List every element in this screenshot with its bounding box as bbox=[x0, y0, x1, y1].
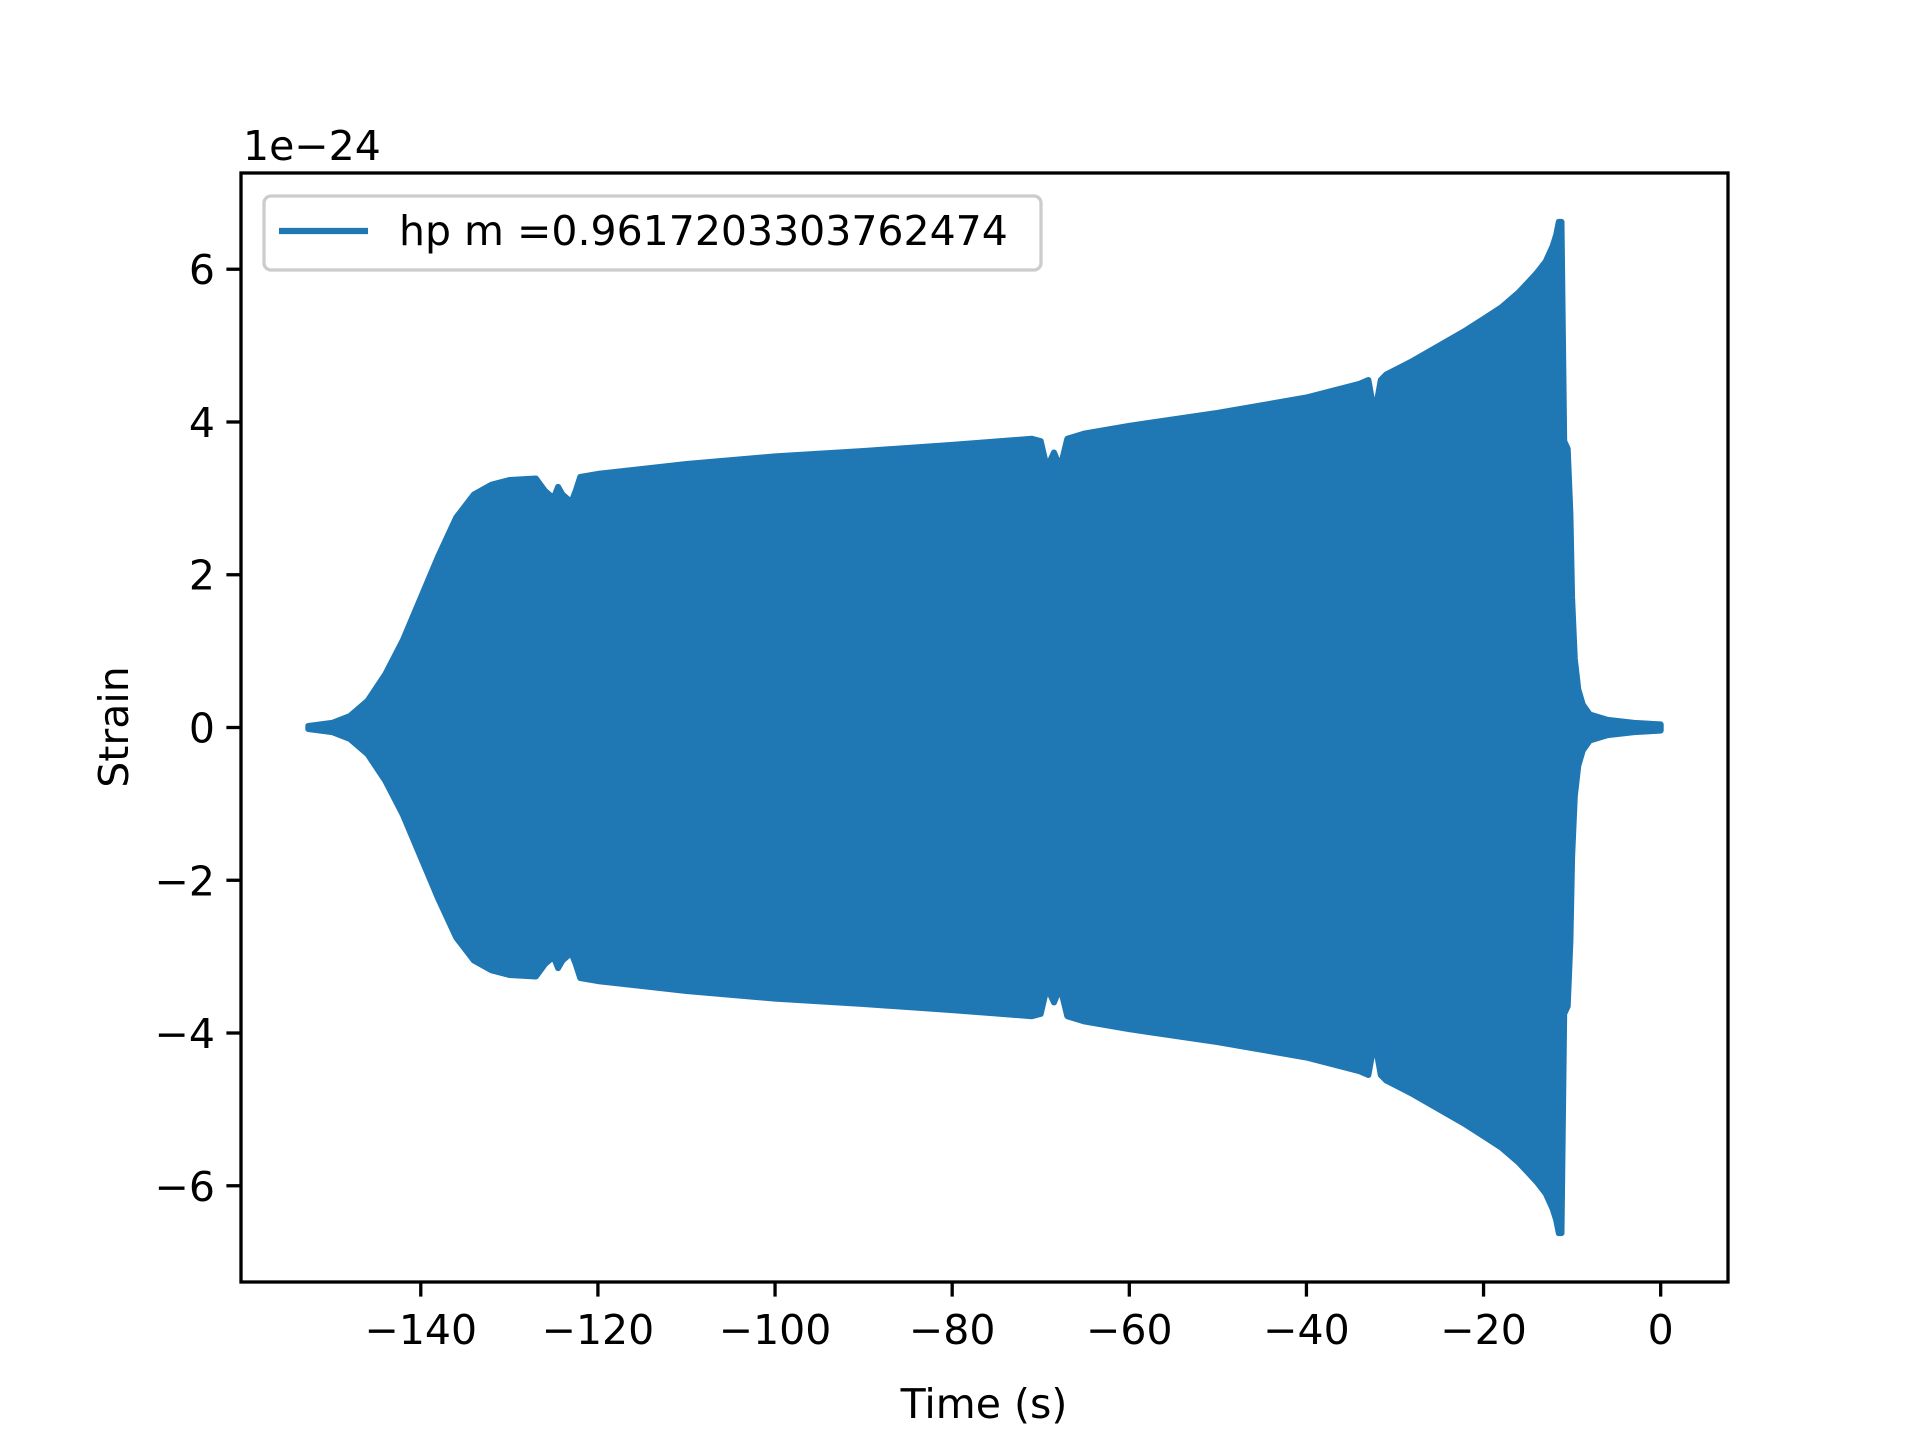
series-hp-waveform bbox=[305, 218, 1664, 1237]
y-offset-text: 1e−24 bbox=[243, 122, 381, 170]
legend-box bbox=[262, 194, 1043, 272]
x-tick-label: −40 bbox=[1263, 1306, 1350, 1354]
y-tick-label: 0 bbox=[189, 705, 215, 753]
y-tick-label: −6 bbox=[155, 1163, 215, 1211]
x-tick-label: 0 bbox=[1648, 1306, 1674, 1354]
legend-label: hp m =0.9617203303762474 bbox=[399, 207, 1008, 255]
x-tick-label: −140 bbox=[364, 1306, 477, 1354]
x-axis-label: Time (s) bbox=[900, 1380, 1068, 1428]
x-tick-label: −100 bbox=[719, 1306, 832, 1354]
x-tick-label: −120 bbox=[542, 1306, 655, 1354]
y-tick-label: 2 bbox=[189, 552, 215, 600]
x-axis: −140 −120 −100 −80 −60 −40 −20 0 bbox=[364, 1282, 1674, 1354]
x-tick-label: −80 bbox=[909, 1306, 996, 1354]
y-tick-label: 4 bbox=[189, 399, 215, 447]
plot-area bbox=[305, 218, 1664, 1237]
y-tick-label: 6 bbox=[189, 246, 215, 294]
x-tick-label: −60 bbox=[1086, 1306, 1173, 1354]
y-axis-label: Strain bbox=[90, 666, 138, 787]
y-tick-label: −2 bbox=[155, 857, 215, 905]
legend: hp m =0.9617203303762474 bbox=[262, 194, 1043, 272]
y-tick-label: −4 bbox=[155, 1010, 215, 1058]
y-axis: −6 −4 −2 0 2 4 6 bbox=[155, 246, 241, 1211]
x-tick-label: −20 bbox=[1440, 1306, 1527, 1354]
